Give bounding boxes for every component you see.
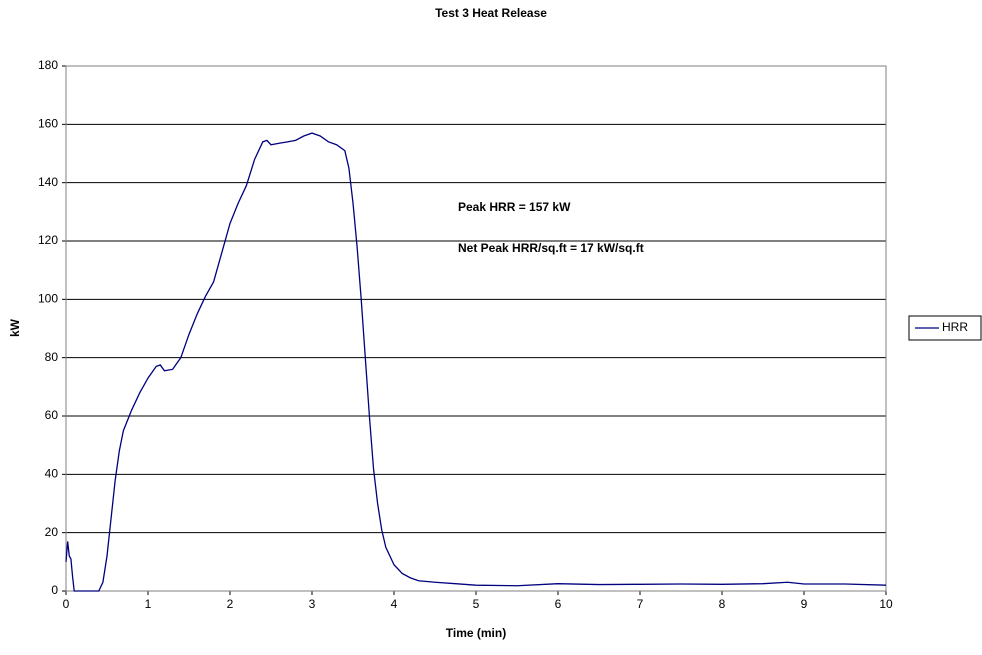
- x-tick-label: 2: [227, 597, 234, 611]
- y-tick-label: 100: [38, 292, 58, 306]
- x-tick-label: 7: [637, 597, 644, 611]
- y-tick-label: 40: [45, 467, 59, 481]
- x-tick-label: 5: [473, 597, 480, 611]
- legend-label: HRR: [942, 320, 968, 334]
- x-tick-label: 1: [145, 597, 152, 611]
- annotation: Peak HRR = 157 kW: [458, 200, 571, 214]
- y-tick-label: 160: [38, 117, 58, 131]
- plot-area: [65, 65, 887, 592]
- y-tick-label: 80: [45, 350, 59, 364]
- x-tick-label: 8: [719, 597, 726, 611]
- x-tick-label: 10: [879, 597, 893, 611]
- x-tick-label: 4: [391, 597, 398, 611]
- line-series: [65, 132, 887, 592]
- x-tick-label: 3: [309, 597, 316, 611]
- y-tick-label: 60: [45, 408, 59, 422]
- y-axis-label: kW: [8, 318, 22, 337]
- x-tick-label: 0: [63, 597, 70, 611]
- annotation: Net Peak HRR/sq.ft = 17 kW/sq.ft: [458, 241, 644, 255]
- x-tick-label: 6: [555, 597, 562, 611]
- y-tick-label: 180: [38, 58, 58, 72]
- y-tick-label: 120: [38, 233, 58, 247]
- y-tick-label: 0: [51, 583, 58, 597]
- y-tick-label: 140: [38, 175, 58, 189]
- chart-title: Test 3 Heat Release: [435, 6, 547, 20]
- y-tick-label: 20: [45, 525, 59, 539]
- x-axis-label: Time (min): [446, 626, 506, 640]
- x-tick-label: 9: [801, 597, 808, 611]
